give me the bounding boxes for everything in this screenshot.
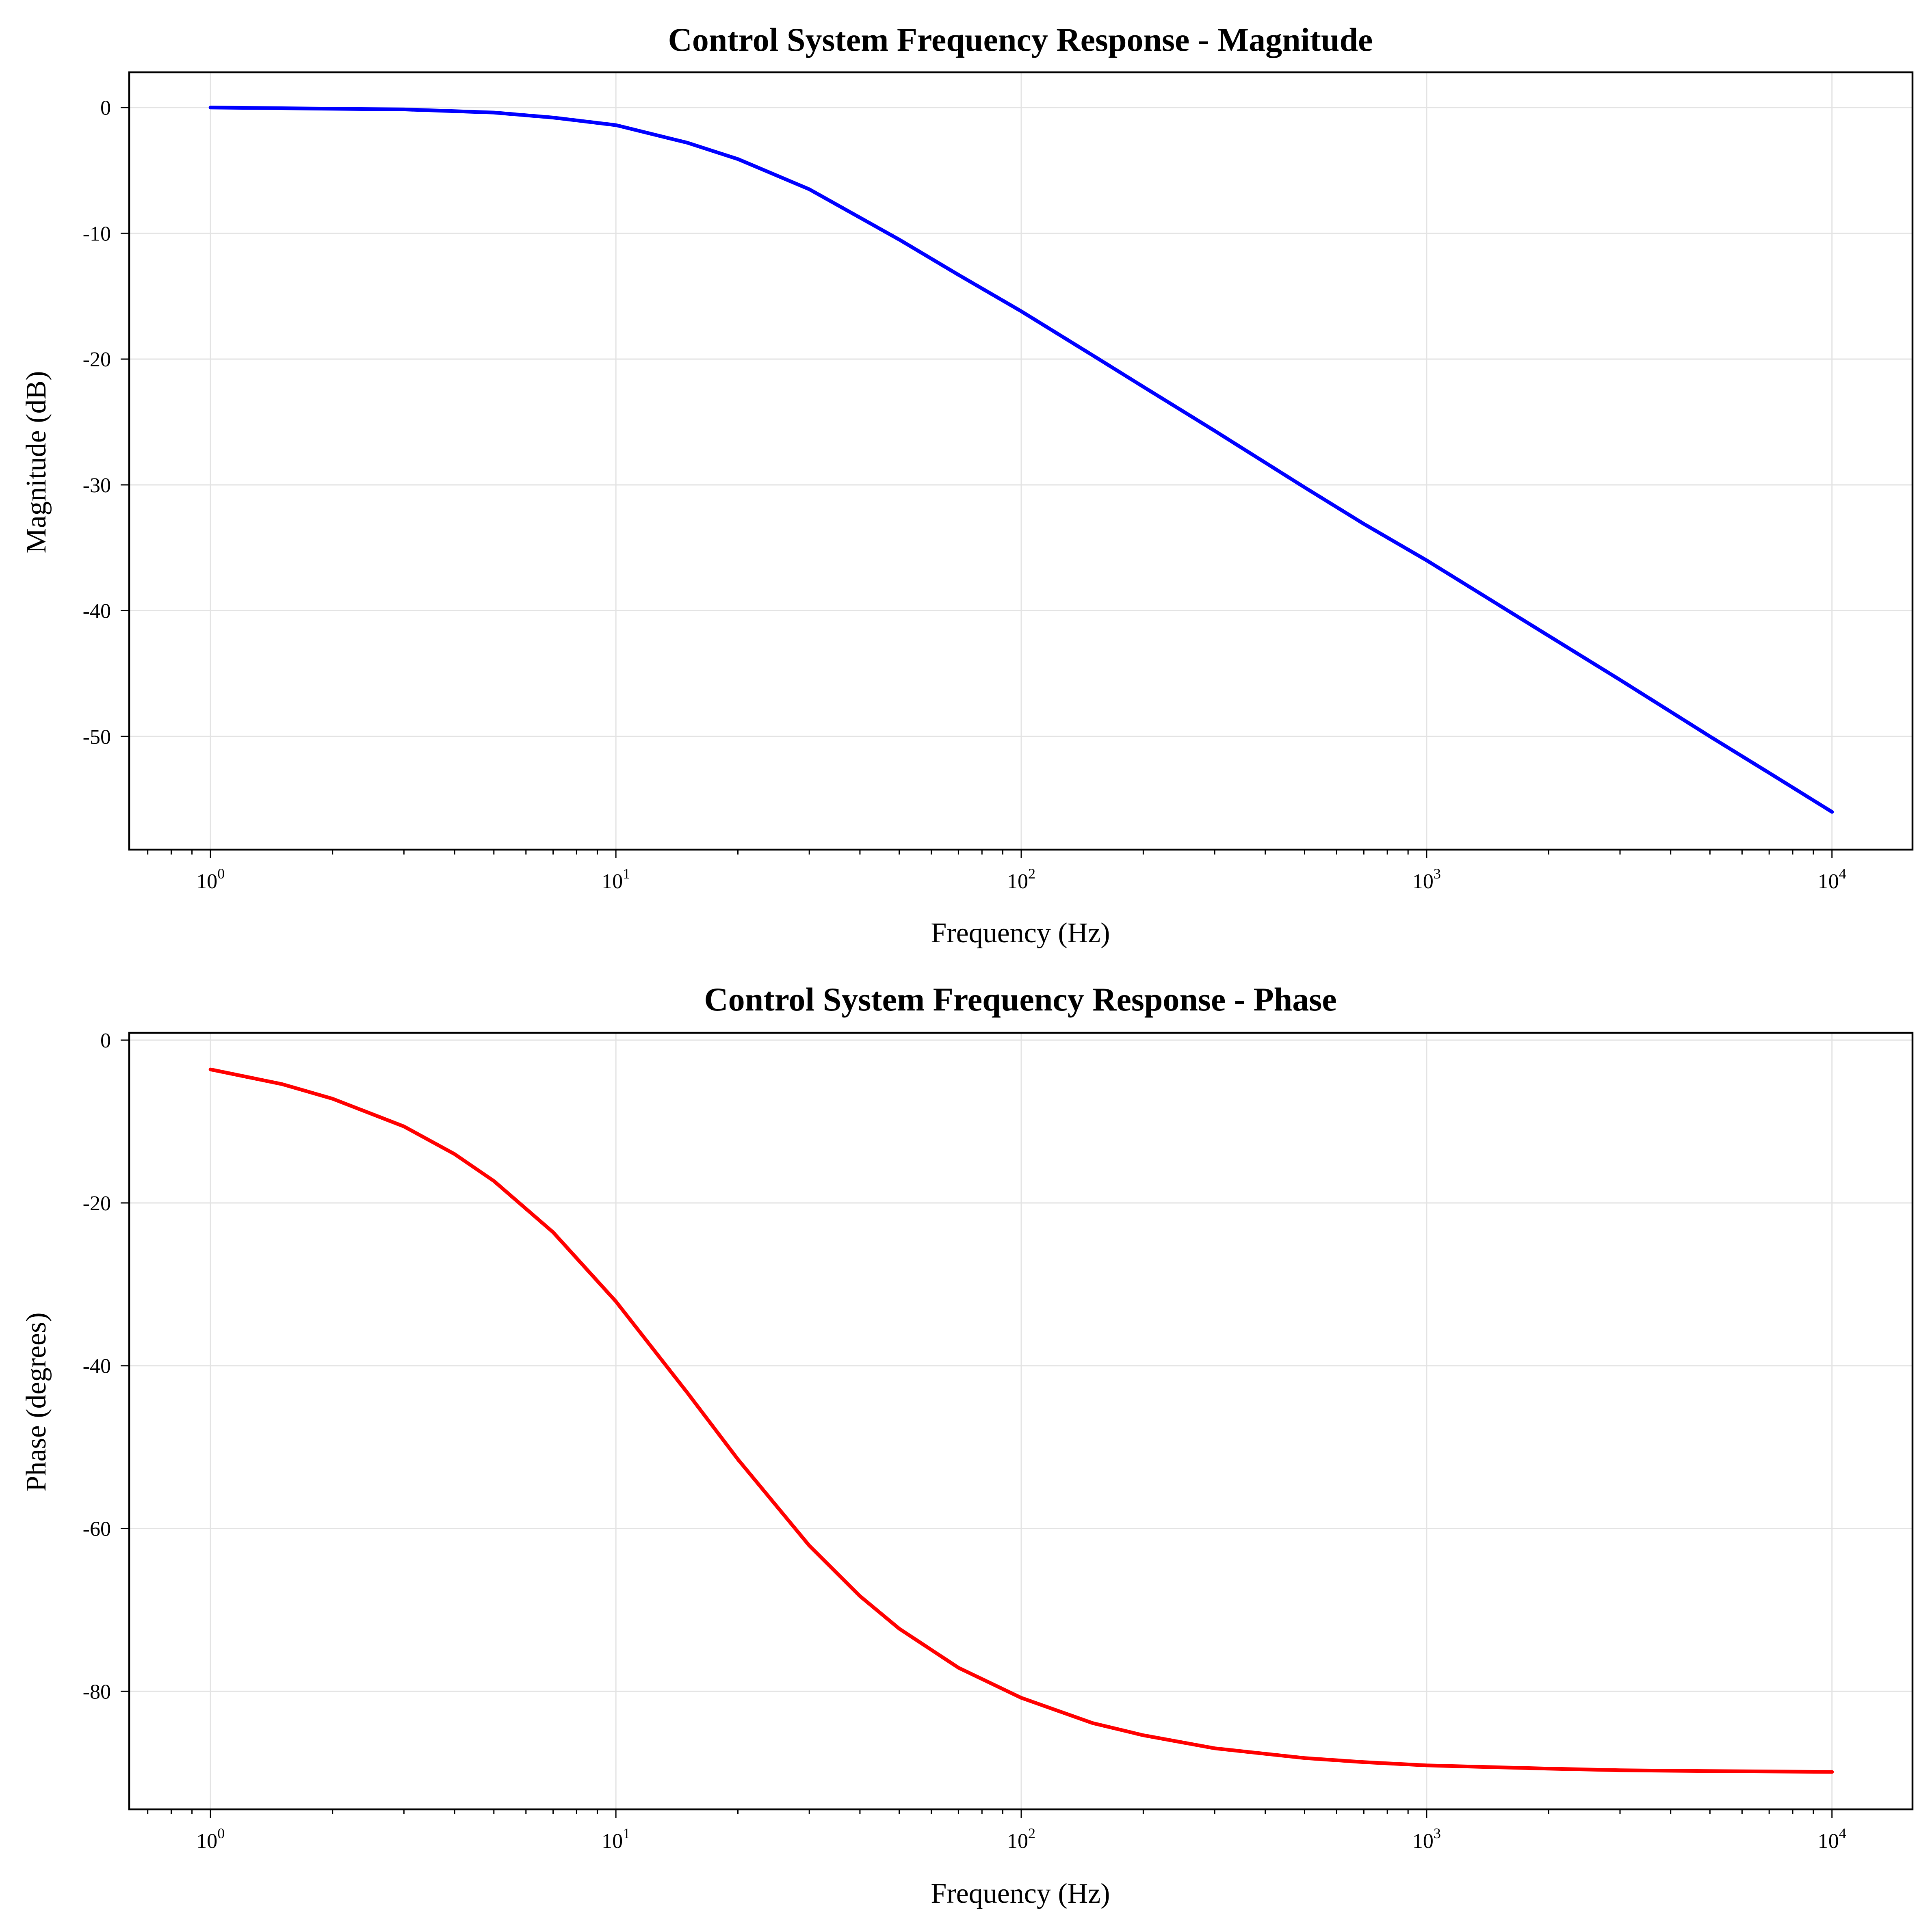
phase-x-tick-label-1: 101 (602, 1825, 630, 1853)
phase-plot-frame (128, 1032, 1914, 1811)
magnitude-grid (129, 72, 1913, 850)
magnitude-y-axis-label: Magnitude (dB) (21, 371, 52, 553)
magnitude-y-tick-label-0: 0 (100, 97, 111, 120)
magnitude-y-tick-label-4: -40 (83, 600, 111, 623)
magnitude-y-tick-label-1: -10 (83, 222, 111, 245)
magnitude-x-tick-label-2: 102 (1007, 865, 1035, 893)
magnitude-x-axis-label: Frequency (Hz) (931, 917, 1110, 949)
magnitude-plot-frame (128, 71, 1914, 851)
magnitude-panel: Control System Frequency Response - Magn… (21, 21, 1914, 949)
phase-grid (129, 1033, 1913, 1809)
magnitude-y-tick-label-2: -20 (83, 348, 111, 371)
magnitude-x-tick-label-1: 101 (602, 865, 630, 893)
phase-y-tick-label-2: -40 (83, 1355, 111, 1378)
magnitude-x-tick-label-0: 100 (196, 865, 225, 893)
phase-panel: Control System Frequency Response - Phas… (21, 981, 1914, 1909)
phase-y-tick-label-1: -20 (83, 1192, 111, 1215)
magnitude-ticks: 100 101 102 103 104 0 -10 -20 -30 -40 -50 (83, 97, 1846, 893)
phase-ticks: 100 101 102 103 104 0 -20 -40 -60 -80 (83, 1029, 1846, 1853)
magnitude-chart-title: Control System Frequency Response - Magn… (668, 21, 1373, 58)
magnitude-x-tick-label-3: 103 (1412, 865, 1441, 893)
phase-y-tick-label-0: 0 (100, 1029, 111, 1052)
magnitude-y-tick-label-3: -30 (83, 474, 111, 497)
phase-y-axis-label: Phase (degrees) (21, 1312, 52, 1491)
phase-y-tick-label-4: -80 (83, 1680, 111, 1703)
magnitude-series-line-0 (208, 106, 1834, 814)
phase-y-tick-label-3: -60 (83, 1518, 111, 1541)
phase-x-tick-label-2: 102 (1007, 1825, 1035, 1853)
phase-x-tick-label-3: 103 (1412, 1825, 1441, 1853)
phase-x-tick-label-0: 100 (196, 1825, 225, 1853)
magnitude-y-tick-label-5: -50 (83, 725, 111, 749)
phase-series-line-0 (208, 1067, 1834, 1774)
phase-chart-title: Control System Frequency Response - Phas… (704, 981, 1336, 1018)
phase-x-tick-label-4: 104 (1818, 1825, 1846, 1853)
phase-x-axis-label: Frequency (Hz) (931, 1878, 1110, 1909)
magnitude-x-tick-label-4: 104 (1818, 865, 1846, 893)
